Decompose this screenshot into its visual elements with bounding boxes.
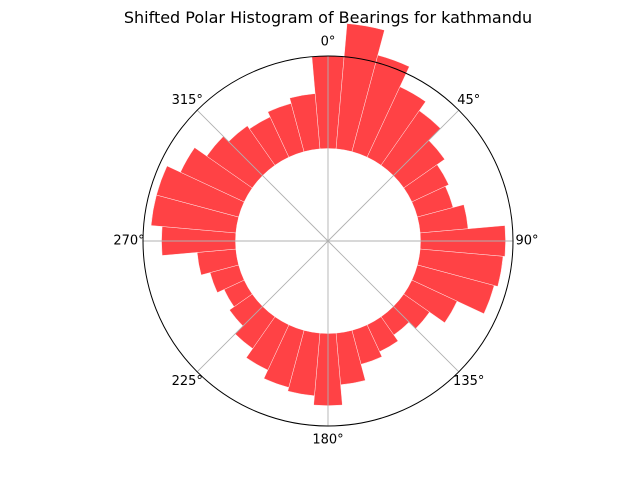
bar-110 — [411, 264, 495, 314]
angle-tick-0: 0° — [321, 35, 336, 50]
bar-230 — [229, 293, 263, 327]
bar-300 — [180, 147, 253, 203]
angle-tick-315: 315° — [172, 93, 203, 108]
chart-title: Shifted Polar Histogram of Bearings for … — [124, 8, 532, 27]
angle-tick-270: 270° — [113, 234, 144, 249]
gridline-135 — [327, 240, 460, 373]
bar-50 — [393, 139, 445, 189]
bar-60 — [403, 164, 449, 203]
bar-100 — [417, 248, 504, 287]
polar-frame — [142, 55, 514, 427]
gridline-45 — [327, 109, 460, 242]
bar-200 — [263, 324, 305, 388]
angle-tick-labels: 0° 45° 90° 135° 180° 225° 270° 315° — [113, 35, 538, 448]
angular-gridlines — [143, 56, 513, 426]
bar-10 — [335, 23, 385, 152]
bar-320 — [228, 125, 276, 176]
bar-20 — [351, 54, 410, 158]
bar-190 — [287, 330, 321, 397]
bar-350 — [289, 93, 321, 152]
bar-290 — [156, 165, 245, 218]
angle-tick-135: 135° — [453, 374, 484, 389]
bars-group — [150, 23, 506, 406]
bar-30 — [366, 86, 426, 166]
bar-120 — [403, 279, 458, 323]
angle-tick-90: 90° — [515, 234, 538, 249]
angle-tick-45: 45° — [457, 93, 480, 108]
bar-210 — [246, 316, 290, 371]
angle-tick-225: 225° — [172, 374, 203, 389]
angle-tick-180: 180° — [312, 433, 343, 448]
gridline-225 — [196, 240, 329, 373]
gridline-315 — [196, 109, 329, 242]
